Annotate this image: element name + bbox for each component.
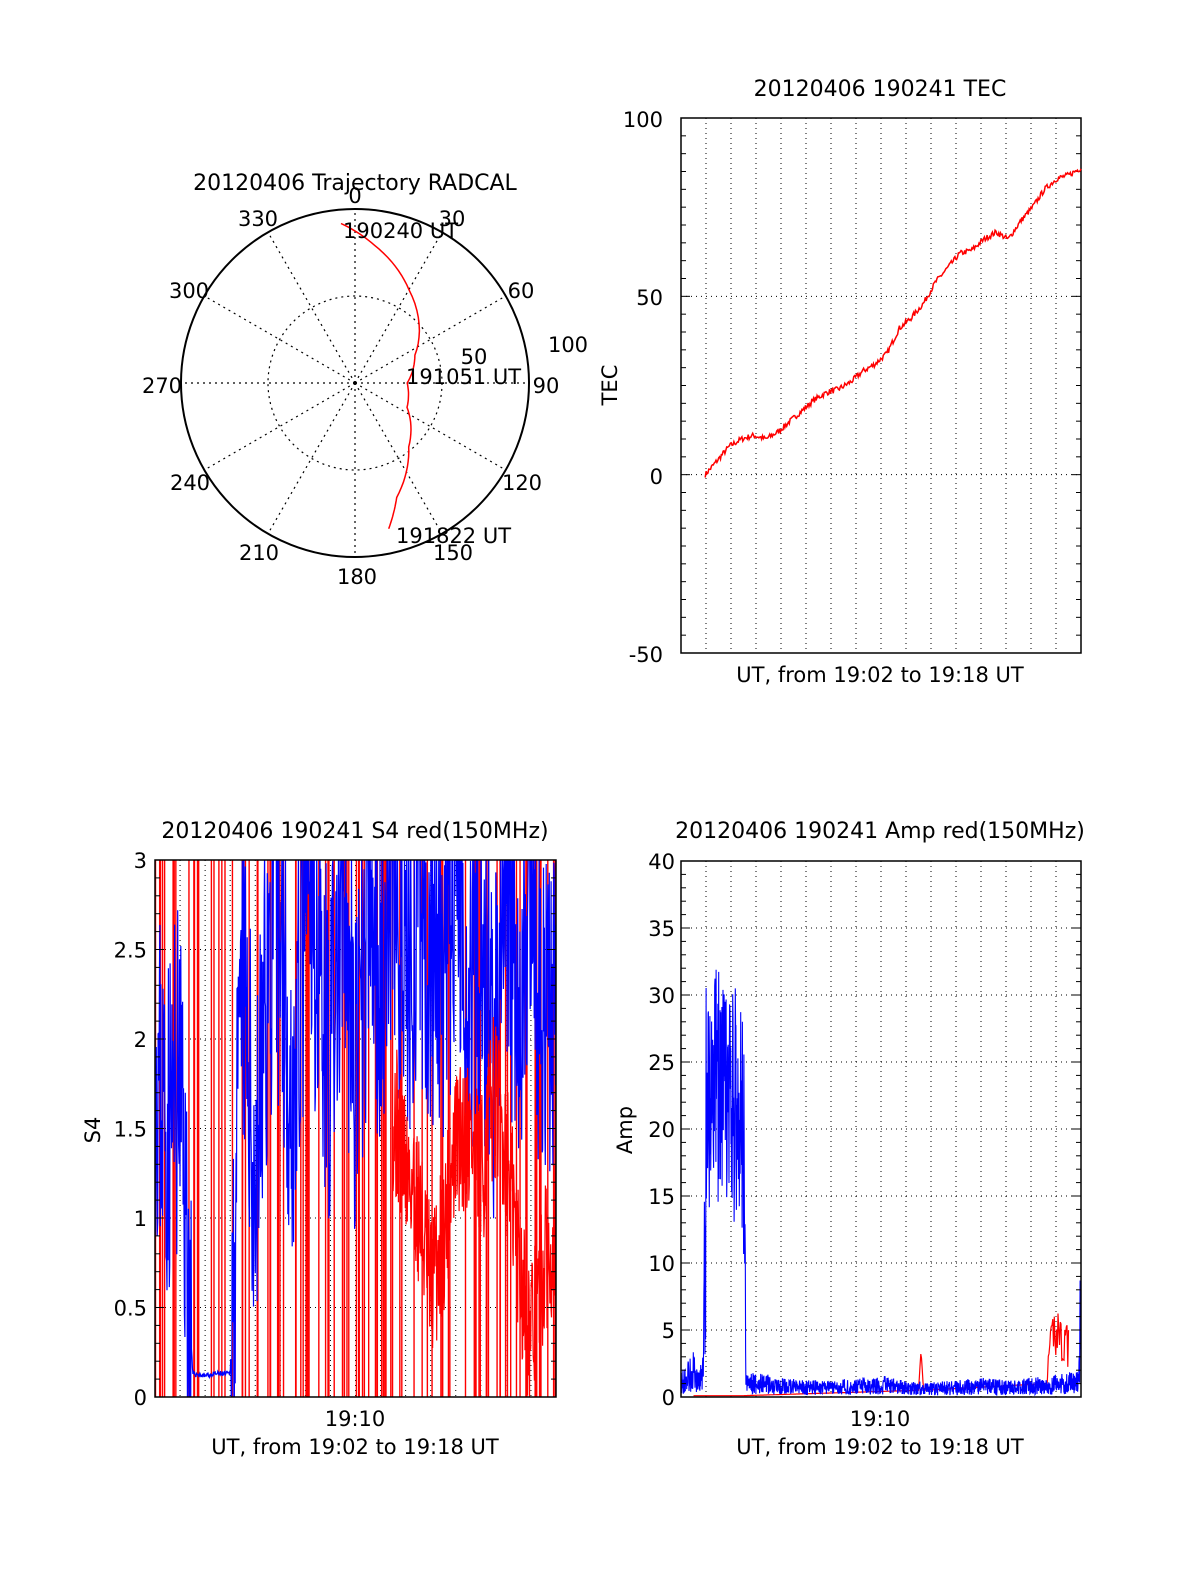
polar-azimuth-label-240: 240 (170, 471, 210, 495)
polar-azimuth-label-30: 30 (439, 207, 466, 231)
s4-red-line (392, 1016, 556, 1397)
trajectory-start-label: 190240 UT (343, 219, 458, 243)
amp-ytick-label: 15 (648, 1185, 675, 1209)
tec-series-line (704, 168, 1082, 478)
s4-ylabel: S4 (81, 1117, 105, 1144)
polar-azimuth-label-210: 210 (239, 541, 279, 565)
s4-ytick-label: 1.5 (114, 1118, 147, 1142)
amp-chart: 20120406 190241 Amp red(150MHz) 40 35 30 25… (613, 819, 1085, 1459)
amp-ytick-label: 5 (662, 1319, 675, 1343)
amp-ytick-label: 40 (648, 850, 675, 874)
tec-chart: 20120406 190241 TEC 100 50 0 -50 TEC UT,… (598, 77, 1082, 687)
polar-azimuth-labels: 0 30 60 90 120 150 180 210 240 270 300 330 (142, 184, 559, 589)
amp-ytick-label: 25 (648, 1051, 675, 1075)
polar-spoke-330 (267, 232, 356, 384)
polar-spoke-30 (354, 232, 443, 384)
polar-azimuth-label-0: 0 (348, 184, 361, 208)
polar-azimuth-label-330: 330 (238, 207, 278, 231)
amp-ytick-labels: 40 35 30 25 20 15 10 5 0 (648, 850, 675, 1410)
tec-ylabel: TEC (598, 365, 622, 407)
tec-title: 20120406 190241 TEC (754, 77, 1007, 102)
amp-ytick-label: 10 (648, 1252, 675, 1276)
polar-azimuth-label-180: 180 (337, 565, 377, 589)
tec-ytick-0: 0 (650, 465, 663, 489)
polar-azimuth-label-270: 270 (142, 374, 182, 398)
s4-ytick-label: 3 (134, 849, 147, 873)
s4-tick-marks (155, 859, 556, 1398)
polar-azimuth-label-150: 150 (433, 541, 473, 565)
amp-xlabel: UT, from 19:02 to 19:18 UT (736, 1435, 1024, 1459)
polar-outer-ring (180, 208, 530, 558)
polar-spoke-120 (354, 382, 506, 471)
amp-xtick-1910: 19:10 (850, 1407, 911, 1431)
tec-grid (681, 118, 1081, 653)
trajectory-mid-label: 191051 UT (406, 365, 521, 389)
tec-ytick-50: 50 (636, 286, 663, 310)
polar-spoke-150 (354, 382, 443, 534)
amp-title: 20120406 190241 Amp red(150MHz) (675, 819, 1085, 844)
polar-trajectory-line (340, 222, 421, 530)
tec-xlabel: UT, from 19:02 to 19:18 UT (736, 663, 1024, 687)
s4-title: 20120406 190241 S4 red(150MHz) (161, 819, 548, 844)
s4-xtick-1910: 19:10 (325, 1407, 386, 1431)
polar-chart: 20120406 Trajectory RADCAL 0 30 60 90 120 150… (142, 171, 588, 589)
tec-tick-marks (681, 117, 1081, 654)
amp-tick-marks (681, 860, 1081, 1398)
s4-chart: 20120406 190241 S4 red(150MHz) 3 2.5 2 1.5 1… (81, 819, 557, 1459)
s4-xlabel: UT, from 19:02 to 19:18 UT (211, 1435, 499, 1459)
tec-ytick-100: 100 (623, 108, 663, 132)
amp-ytick-label: 0 (662, 1386, 675, 1410)
amp-blue-line (681, 969, 1081, 1397)
polar-grid-ring-50 (267, 295, 443, 471)
tec-ytick-minus-50: -50 (629, 643, 663, 667)
amp-ytick-label: 35 (648, 917, 675, 941)
trajectory-end-label: 191822 UT (396, 524, 511, 548)
s4-blue-line (155, 860, 556, 1397)
polar-spoke-240 (204, 382, 356, 471)
amp-ylabel: Amp (613, 1106, 637, 1154)
amp-ytick-label: 20 (648, 1118, 675, 1142)
polar-azimuth-label-90: 90 (533, 374, 560, 398)
s4-ytick-label: 2.5 (114, 939, 147, 963)
amp-grid (681, 861, 1081, 1397)
polar-azimuth-label-120: 120 (502, 471, 542, 495)
s4-ytick-label: 2 (134, 1028, 147, 1052)
polar-azimuth-label-60: 60 (508, 279, 535, 303)
polar-radius-label-50: 50 (461, 345, 488, 369)
polar-spoke-210 (267, 382, 356, 534)
polar-radius-label-100: 100 (548, 333, 588, 357)
s4-ytick-label: 0 (134, 1386, 147, 1410)
polar-spoke-60 (354, 295, 506, 384)
polar-title: 20120406 Trajectory RADCAL (193, 171, 517, 196)
amp-ytick-label: 30 (648, 984, 675, 1008)
polar-spoke-300 (204, 295, 356, 384)
s4-ytick-labels: 3 2.5 2 1.5 1 0.5 0 (114, 849, 147, 1410)
polar-azimuth-label-300: 300 (169, 279, 209, 303)
s4-ytick-label: 0.5 (114, 1297, 147, 1321)
s4-ytick-label: 1 (134, 1207, 147, 1231)
amp-series (681, 969, 1081, 1397)
polar-grid (181, 209, 529, 557)
